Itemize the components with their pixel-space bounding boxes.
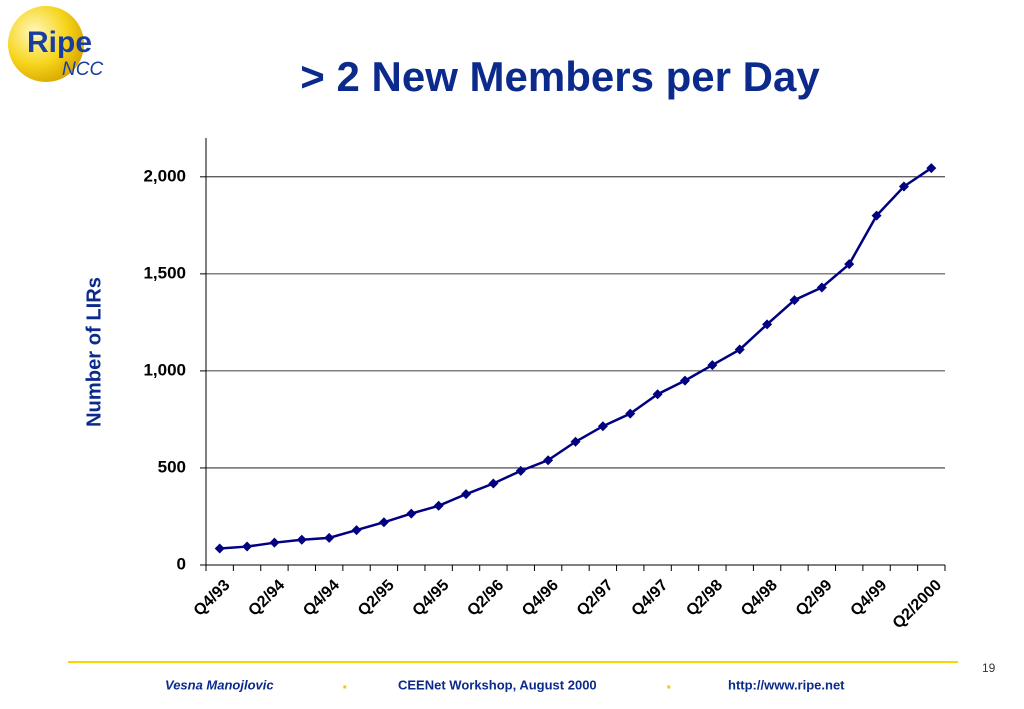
logo-name: Ripe [27,26,92,59]
marker [570,436,581,447]
x-tick-label: Q4/93 [191,577,234,620]
marker [488,478,499,489]
footer-separator: . [666,671,672,693]
marker [543,455,554,466]
x-tick-label: Q2/95 [355,577,398,620]
marker [707,360,718,371]
x-tick-label: Q4/97 [629,577,672,620]
marker [844,259,855,270]
x-tick-label: Q2/2000 [890,577,946,633]
marker [898,181,909,192]
logo-sub: NCC [62,59,103,80]
x-tick-label: Q4/99 [848,577,891,620]
footer-url: http://www.ripe.net [728,677,845,692]
marker [296,534,307,545]
marker [871,210,882,221]
marker [679,375,690,386]
x-tick-label: Q2/96 [464,577,507,620]
footer-separator: . [342,671,348,693]
x-tick-label: Q2/99 [793,577,836,620]
marker [762,319,773,330]
x-tick-label: Q2/94 [245,577,288,620]
x-tick-label: Q4/94 [300,577,343,620]
marker [652,389,663,400]
y-tick-label: 1,500 [143,263,186,282]
chart-title: > 2 New Members per Day [300,53,820,100]
marker [324,532,335,543]
y-tick-label: 1,000 [143,360,186,379]
marker [269,537,280,548]
marker [789,295,800,306]
footer-author: Vesna Manojlovic [165,677,274,692]
x-tick-label: Q4/98 [738,577,781,620]
marker [515,465,526,476]
marker [461,489,472,500]
series-line [219,167,933,550]
marker [734,344,745,355]
footer-event: CEENet Workshop, August 2000 [398,677,597,692]
marker [406,508,417,519]
marker [625,408,636,419]
x-tick-label: Q2/97 [574,577,617,620]
y-tick-label: 500 [158,457,186,476]
page-number: 19 [982,661,996,675]
marker [242,541,253,552]
marker [597,421,608,432]
marker [351,525,362,536]
x-tick-label: Q4/96 [519,577,562,620]
marker [926,163,937,174]
x-tick-label: Q4/95 [410,577,453,620]
y-axis-label: Number of LIRs [83,277,105,427]
marker [816,282,827,293]
y-tick-label: 0 [177,554,186,573]
x-tick-label: Q2/98 [683,577,726,620]
logo: Ripe NCC [8,6,103,82]
marker [378,517,389,528]
marker [214,543,225,554]
marker [433,500,444,511]
logo-sphere [8,6,84,82]
y-tick-label: 2,000 [143,166,186,185]
